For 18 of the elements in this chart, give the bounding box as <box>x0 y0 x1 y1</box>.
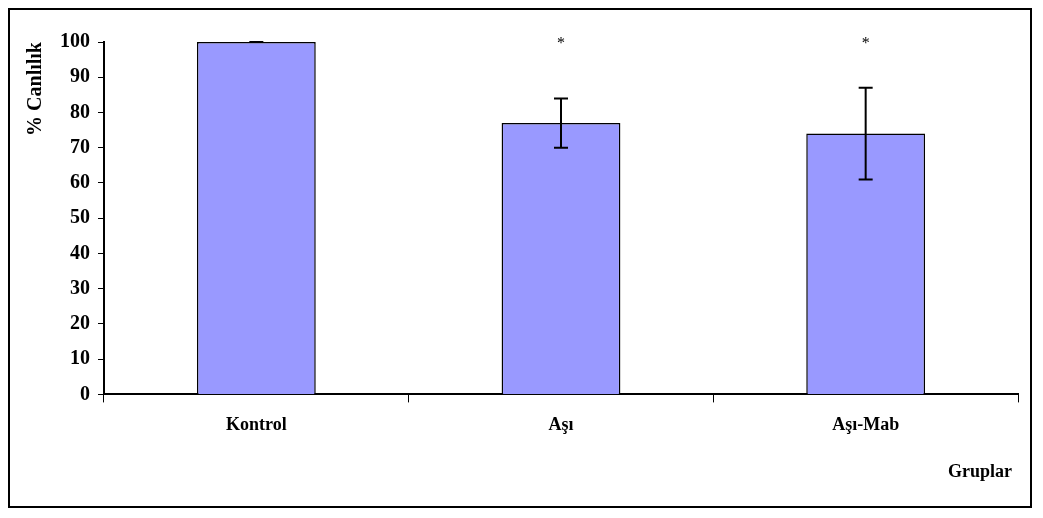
x-tick-label: Kontrol <box>226 413 287 434</box>
y-tick-label: 30 <box>70 275 90 298</box>
x-axis-title: Gruplar <box>947 460 1012 481</box>
x-tick-label: Aşı-Mab <box>832 413 900 434</box>
y-tick-label: 70 <box>70 134 90 157</box>
y-tick-label: 10 <box>70 346 90 369</box>
y-tick-label: 20 <box>70 311 90 334</box>
y-tick-label: 50 <box>70 205 90 228</box>
y-tick-label: 90 <box>70 64 90 87</box>
y-tick-label: 40 <box>70 240 90 263</box>
y-tick-label: 80 <box>70 99 90 122</box>
annotation: * <box>557 34 565 52</box>
y-tick-label: 60 <box>70 170 90 193</box>
x-tick-label: Aşı <box>548 413 574 434</box>
y-tick-label: 100 <box>60 29 90 52</box>
y-tick-label: 0 <box>80 381 90 404</box>
annotation: * <box>861 34 870 52</box>
y-axis-title: % Canlılık <box>23 41 46 136</box>
